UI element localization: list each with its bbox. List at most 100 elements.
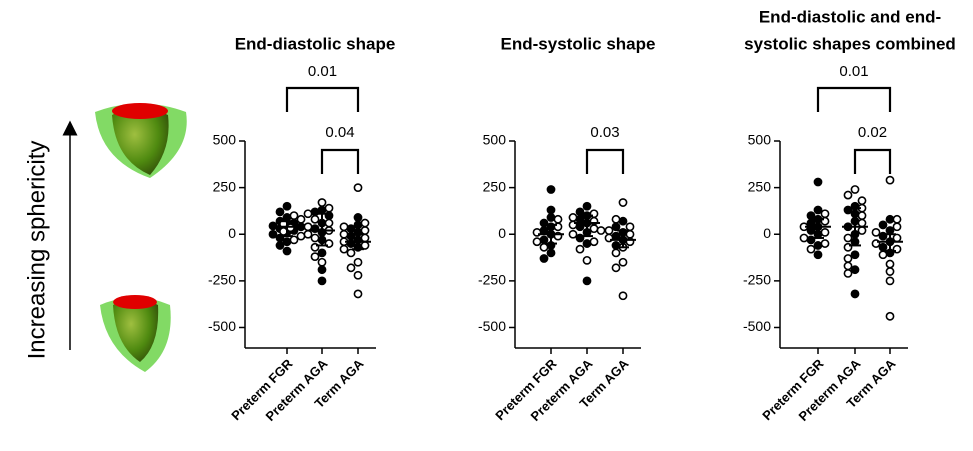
point-filled	[878, 242, 888, 252]
point-open	[892, 214, 902, 224]
point-open	[296, 214, 306, 224]
point-open	[353, 270, 363, 280]
point-open	[303, 229, 313, 239]
point-open	[575, 244, 585, 254]
point-open	[892, 222, 902, 232]
point-open	[625, 229, 635, 239]
y-tick-label: -500	[743, 318, 771, 334]
point-filled	[582, 201, 592, 211]
point-open	[878, 250, 888, 260]
point-open	[360, 241, 370, 250]
point-filled	[282, 237, 292, 247]
p-value: 0.04	[325, 124, 354, 141]
point-open	[885, 311, 895, 321]
significance-bracket	[585, 148, 625, 174]
point-filled	[582, 239, 592, 248]
point-open	[303, 209, 313, 219]
point-open	[539, 242, 549, 252]
point-filled	[353, 220, 363, 230]
y-tick-label: 0	[498, 225, 506, 241]
point-open	[289, 235, 299, 245]
y-tick-label: 500	[748, 132, 772, 148]
point-open	[596, 226, 606, 235]
point-filled	[611, 231, 621, 241]
y-tick-label: -250	[743, 272, 771, 288]
point-open	[360, 233, 370, 243]
p-value: 0.02	[858, 124, 887, 141]
y-tick-label: -250	[208, 272, 236, 288]
point-open	[806, 244, 816, 254]
point-open	[843, 254, 853, 263]
point-open	[360, 218, 370, 228]
point-open	[289, 211, 299, 220]
point-filled	[317, 276, 327, 286]
point-filled	[317, 205, 327, 215]
point-filled	[806, 218, 816, 228]
point-open	[339, 229, 349, 239]
y-tick-label: 250	[748, 178, 772, 194]
significance-bracket	[320, 148, 360, 174]
point-open	[618, 198, 628, 207]
point-filled	[539, 254, 549, 263]
point-filled	[575, 214, 585, 224]
point-open	[568, 229, 578, 239]
point-open	[310, 233, 320, 243]
point-filled	[813, 205, 823, 215]
point-filled	[575, 222, 585, 232]
point-open	[339, 222, 349, 232]
x-tick-label: Preterm AGA	[263, 356, 331, 424]
point-open	[611, 214, 621, 224]
point-open	[296, 231, 306, 241]
point-open	[317, 257, 327, 267]
point-open	[857, 226, 867, 235]
point-open	[843, 269, 853, 278]
point-open	[611, 263, 621, 273]
p-value: 0.03	[590, 124, 619, 141]
point-open	[582, 255, 592, 265]
point-open	[324, 218, 334, 228]
point-filled	[546, 248, 556, 258]
point-open	[611, 248, 621, 258]
point-filled	[850, 265, 860, 275]
point-filled	[546, 185, 556, 194]
significance-bracket	[285, 86, 360, 112]
point-filled	[275, 207, 285, 217]
side-label: Increasing sphericity	[23, 141, 50, 360]
point-filled	[282, 201, 292, 211]
y-tick-label: 500	[483, 132, 507, 148]
point-open	[353, 257, 363, 267]
point-open	[625, 222, 635, 232]
point-filled	[546, 205, 556, 215]
point-filled	[539, 235, 549, 245]
point-open	[589, 224, 599, 234]
point-filled	[575, 207, 585, 217]
point-open	[885, 259, 895, 269]
p-value: 0.01	[839, 63, 868, 80]
point-open	[843, 190, 853, 200]
point-filled	[317, 248, 327, 258]
point-filled	[317, 265, 327, 275]
chart-title: systolic shapes combined	[744, 34, 956, 53]
y-tick-label: 250	[483, 178, 507, 194]
point-open	[317, 198, 327, 207]
point-filled	[850, 289, 860, 299]
point-open	[843, 261, 853, 271]
point-filled	[813, 177, 823, 187]
y-tick-label: 500	[213, 132, 237, 148]
point-open	[310, 252, 320, 262]
point-filled	[618, 216, 628, 226]
point-filled	[582, 276, 592, 286]
y-tick-label: 0	[763, 225, 771, 241]
point-open	[820, 209, 830, 219]
point-open	[553, 214, 563, 224]
x-tick-label: Preterm FGR	[492, 356, 560, 424]
point-open	[346, 248, 356, 258]
point-open	[843, 233, 853, 243]
point-open	[353, 289, 363, 299]
point-open	[885, 276, 895, 286]
point-open	[799, 233, 809, 243]
point-filled	[353, 213, 363, 222]
point-open	[360, 226, 370, 235]
heart-top	[95, 103, 187, 178]
